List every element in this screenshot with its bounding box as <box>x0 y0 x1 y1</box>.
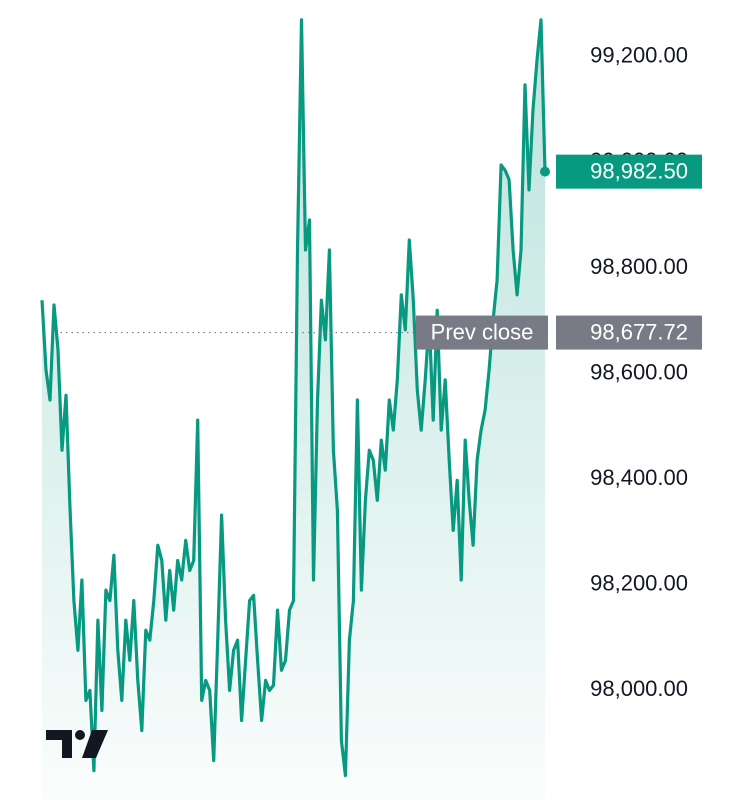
area <box>42 19 545 800</box>
prev-close-value-tag <box>556 315 702 350</box>
price-line <box>40 18 547 777</box>
y-tick-label: 98,800.00 <box>590 254 688 279</box>
prev-close-value: 98,677.72 <box>590 319 688 344</box>
y-tick-label: 98,400.00 <box>590 465 688 490</box>
prev-close-text: Prev close <box>431 319 534 344</box>
prev-close-tag <box>416 315 548 350</box>
last-point <box>540 166 550 177</box>
logo <box>46 730 108 758</box>
y-tick-label: 98,600.00 <box>590 359 688 384</box>
last-value-tag <box>556 154 702 189</box>
y-tick-label: 98,000.00 <box>590 676 688 701</box>
y-tick-label: 98,200.00 <box>590 571 688 596</box>
last-value-label: 98,982.50 <box>590 158 688 183</box>
y-tick-label: 99,200.00 <box>590 43 688 68</box>
plot-area <box>40 18 550 800</box>
